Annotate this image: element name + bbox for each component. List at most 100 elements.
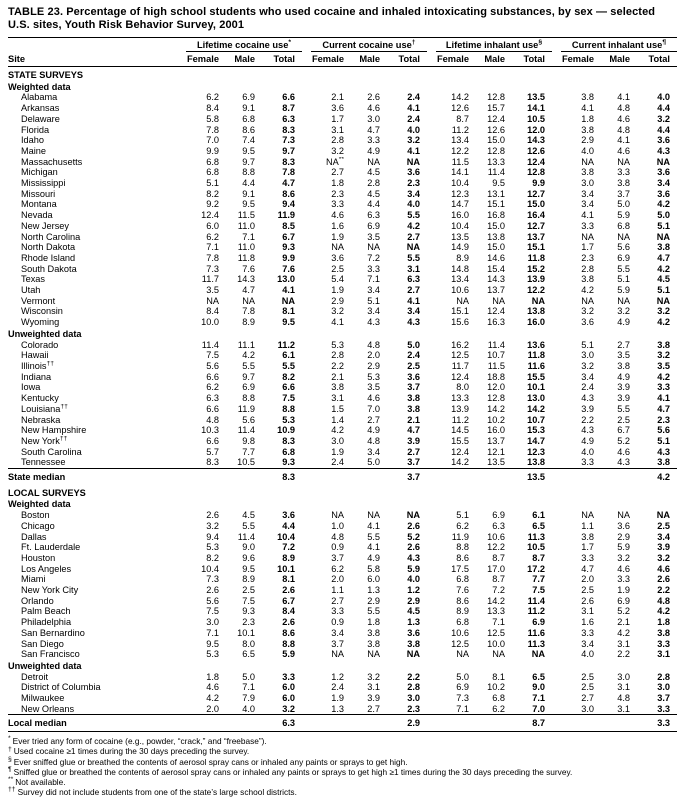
value-cell: 4.1 bbox=[617, 135, 630, 146]
value-cell: 9.0 bbox=[532, 682, 545, 693]
value-cell: 5.0 bbox=[456, 671, 469, 682]
value-cell: 15.7 bbox=[487, 103, 505, 114]
value-cell: 2.4 bbox=[331, 457, 344, 468]
value-cell: 2.6 bbox=[367, 92, 380, 103]
value-cell: 2.1 bbox=[331, 92, 344, 103]
value-cell: 6.8 bbox=[206, 156, 219, 167]
value-cell: 4.8 bbox=[367, 435, 380, 446]
table-row: South Carolina 5.7 7.7 6.8 1.9 3.4 2.7 12.4 12.1… bbox=[8, 447, 677, 458]
value-cell: 8.9 bbox=[242, 317, 255, 328]
value-cell: 6.2 bbox=[206, 231, 219, 242]
site-cell: Missouri bbox=[21, 188, 56, 199]
value-cell: 10.5 bbox=[527, 113, 545, 124]
value-cell: 10.4 bbox=[201, 563, 219, 574]
value-cell: 1.9 bbox=[331, 446, 344, 457]
table-row: South Dakota 7.3 7.6 7.6 2.5 3.3 3.1 14.8 15.4 15… bbox=[8, 264, 677, 275]
value-cell: 3.7 bbox=[407, 382, 420, 393]
gap-cell bbox=[552, 436, 561, 447]
gap-cell bbox=[427, 178, 436, 189]
site-cell: Houston bbox=[21, 552, 56, 563]
value-cell: 5.6 bbox=[242, 414, 255, 425]
value-cell: 4.2 bbox=[637, 468, 678, 485]
value-cell: 5.6 bbox=[657, 425, 671, 436]
value-cell: 15.0 bbox=[487, 135, 505, 146]
gap-cell bbox=[427, 532, 436, 543]
value-cell: 11.9 bbox=[237, 403, 255, 414]
value-cell: 6.2 bbox=[456, 520, 469, 531]
value-cell: 2.2 bbox=[617, 649, 630, 660]
value-cell bbox=[226, 468, 262, 485]
value-cell: NA bbox=[581, 231, 594, 242]
column-header: Female bbox=[311, 51, 351, 67]
gap-cell bbox=[427, 415, 436, 426]
value-cell: 3.0 bbox=[581, 703, 594, 714]
value-cell: 8.2 bbox=[206, 552, 219, 563]
value-cell: 1.5 bbox=[331, 403, 344, 414]
gap-cell bbox=[427, 232, 436, 243]
site-cell: Milwaukee bbox=[21, 693, 65, 704]
value-cell: 8.8 bbox=[456, 542, 469, 553]
gap-cell bbox=[302, 372, 311, 383]
value-cell: 6.9 bbox=[367, 220, 380, 231]
table-row: North Carolina 6.2 7.1 6.7 1.9 3.5 2.7 13.5 13.8… bbox=[8, 232, 677, 243]
site-cell: South Carolina bbox=[21, 446, 82, 457]
value-cell: 7.1 bbox=[242, 682, 255, 693]
value-cell: 10.6 bbox=[451, 627, 469, 638]
value-cell: 2.6 bbox=[206, 585, 219, 596]
value-cell: 6.3 bbox=[206, 393, 219, 404]
gap-cell bbox=[552, 199, 561, 210]
value-cell: 13.5 bbox=[487, 457, 505, 468]
value-cell: 12.0 bbox=[487, 382, 505, 393]
value-cell: 12.7 bbox=[527, 220, 545, 231]
value-cell: 9.4 bbox=[282, 199, 295, 210]
value-cell: 6.7 bbox=[282, 595, 295, 606]
gap-cell bbox=[427, 135, 436, 146]
value-cell: 3.3 bbox=[657, 382, 671, 393]
value-cell: 11.3 bbox=[527, 531, 545, 542]
value-cell: 12.5 bbox=[487, 627, 505, 638]
table-row: New York†† 6.6 9.8 8.3 3.0 4.8 3.9 15.5 13.7 14.7… bbox=[8, 436, 677, 447]
value-cell: 10.1 bbox=[237, 627, 255, 638]
value-cell: 5.2 bbox=[407, 531, 420, 542]
value-cell: 2.6 bbox=[282, 585, 295, 596]
median-label: Local median bbox=[8, 714, 186, 733]
gap-cell bbox=[552, 693, 561, 704]
subsection-header-row: Unweighted data bbox=[8, 660, 677, 672]
value-cell: 3.8 bbox=[581, 92, 594, 103]
gap-cell bbox=[427, 564, 436, 575]
value-cell: 3.2 bbox=[617, 306, 630, 317]
value-cell: 4.5 bbox=[367, 188, 380, 199]
value-cell: 3.3 bbox=[367, 135, 380, 146]
value-cell: 12.8 bbox=[487, 393, 505, 404]
value-cell: 6.2 bbox=[206, 382, 219, 393]
value-cell: 4.3 bbox=[581, 425, 594, 436]
footnote: †† Survey did not include students from o… bbox=[8, 787, 677, 798]
gap-cell bbox=[552, 672, 561, 683]
table-row: Illinois†† 5.6 5.5 5.5 2.2 2.9 2.5 11.7 11.5 11.6… bbox=[8, 361, 677, 372]
site-cell: Kentucky bbox=[21, 393, 59, 404]
value-cell: 3.8 bbox=[407, 638, 420, 649]
value-cell: 3.1 bbox=[657, 649, 671, 660]
value-cell: 4.2 bbox=[206, 693, 219, 704]
gap-cell bbox=[302, 51, 311, 67]
value-cell: 4.5 bbox=[407, 606, 420, 617]
value-cell: 2.5 bbox=[617, 414, 630, 425]
table-title: TABLE 23. Percentage of high school stud… bbox=[8, 6, 656, 31]
value-cell: NA bbox=[581, 295, 594, 306]
gap-cell bbox=[427, 693, 436, 704]
gap-cell bbox=[552, 317, 561, 328]
site-cell: Nebraska bbox=[21, 414, 61, 425]
column-header: Male bbox=[351, 51, 387, 67]
value-cell: 4.7 bbox=[657, 403, 671, 414]
value-cell: 14.3 bbox=[527, 135, 545, 146]
value-cell: 10.3 bbox=[201, 425, 219, 436]
value-cell: 15.3 bbox=[527, 425, 545, 436]
footnote-marker: * bbox=[288, 38, 292, 46]
gap-cell bbox=[302, 232, 311, 243]
gap-cell bbox=[427, 274, 436, 285]
value-cell: 2.3 bbox=[407, 703, 420, 714]
gap-cell bbox=[427, 189, 436, 200]
value-cell: 2.0 bbox=[331, 574, 344, 585]
site-cell: Alabama bbox=[21, 92, 58, 103]
value-cell: 2.1 bbox=[617, 617, 630, 628]
